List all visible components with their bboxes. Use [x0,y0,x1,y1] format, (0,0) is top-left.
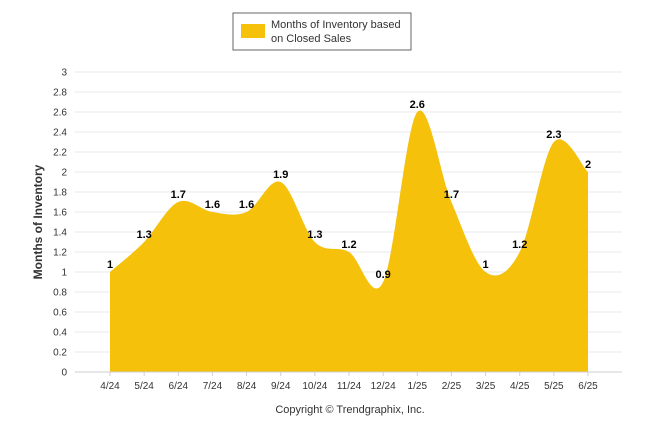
y-tick-label: 2.6 [53,108,67,119]
copyright-footer: Copyright © Trendgraphix, Inc. [275,404,424,416]
data-label: 2.3 [546,129,561,141]
y-tick-label: 2 [61,168,67,179]
x-tick-label: 6/25 [578,381,598,392]
x-tick-label: 2/25 [442,381,462,392]
legend-label-line2: on Closed Sales [271,33,352,45]
data-label: 1.7 [444,189,459,201]
y-tick-label: 0.6 [53,308,67,319]
data-label: 1 [107,259,113,271]
y-tick-label: 2.8 [53,88,67,99]
x-tick-label: 7/24 [203,381,223,392]
x-tick-label: 6/24 [169,381,189,392]
data-label: 2.6 [410,99,425,111]
data-label: 1.6 [239,199,254,211]
data-label: 1.6 [205,199,220,211]
y-tick-label: 0.4 [53,328,67,339]
x-tick-label: 12/24 [371,381,396,392]
data-label: 1.3 [136,229,151,241]
y-tick-label: 2.4 [53,128,67,139]
data-label: 1.2 [341,239,356,251]
x-tick-label: 5/25 [544,381,564,392]
y-tick-label: 1.6 [53,208,67,219]
x-tick-label: 5/24 [134,381,154,392]
y-tick-label: 0.2 [53,348,67,359]
y-tick-label: 0 [61,368,67,379]
x-tick-label: 3/25 [476,381,496,392]
x-tick-label: 10/24 [302,381,327,392]
y-tick-label: 1.2 [53,248,67,259]
x-tick-label: 1/25 [408,381,428,392]
data-label: 2 [585,159,591,171]
y-tick-label: 1.4 [53,228,67,239]
legend: Months of Inventory based on Closed Sale… [233,13,411,50]
data-label: 1 [483,259,489,271]
y-tick-label: 1.8 [53,188,67,199]
x-tick-label: 9/24 [271,381,291,392]
y-tick-label: 0.8 [53,288,67,299]
x-tick-label: 11/24 [337,381,362,392]
y-tick-label: 2.2 [53,148,67,159]
data-label: 1.3 [307,229,322,241]
legend-swatch [241,24,265,38]
legend-label-line1: Months of Inventory based [271,19,401,31]
x-tick-label: 8/24 [237,381,257,392]
x-tick-label: 4/25 [510,381,530,392]
data-label: 0.9 [375,269,390,281]
data-label: 1.2 [512,239,527,251]
y-axis-title: Months of Inventory [31,164,45,279]
y-tick-label: 1 [61,268,67,279]
data-label: 1.7 [171,189,186,201]
y-tick-label: 3 [61,68,67,79]
x-tick-label: 4/24 [100,381,120,392]
data-label: 1.9 [273,169,288,181]
